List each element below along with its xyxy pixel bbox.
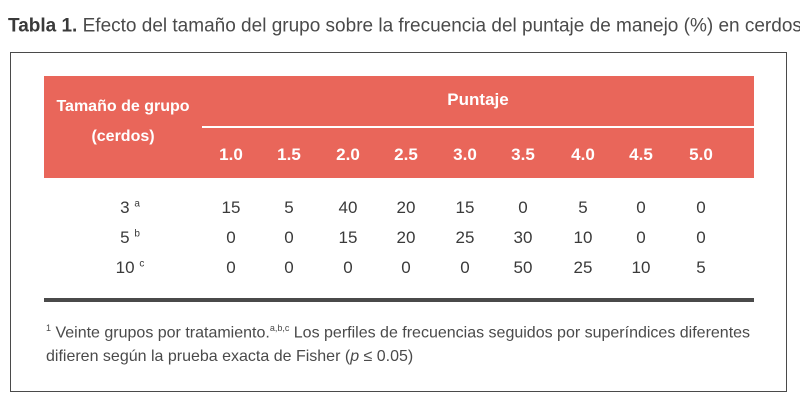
table-footnote: 1 Veinte grupos por tratamiento.a,b,c Lo…	[46, 316, 766, 369]
table-bottom-rule	[44, 298, 754, 302]
caption-label: Tabla 1.	[8, 15, 78, 37]
footnote-text3: ≤ 0.05)	[359, 348, 414, 366]
group-size-header: Tamaño de grupo (cerdos)	[44, 92, 202, 152]
group-size-header-line1: Tamaño de grupo	[56, 98, 190, 115]
footnote-text1: Veinte grupos por tratamiento.	[51, 324, 270, 342]
footnote-sup2: a,b,c	[269, 323, 290, 333]
caption-text: Efecto del tamaño del grupo sobre la fre…	[82, 15, 800, 37]
table-caption: Tabla 1. Efecto del tamaño del grupo sob…	[8, 8, 800, 39]
footnote-sup1: 1	[46, 323, 52, 333]
table-frame	[10, 52, 787, 392]
footnote-text2: Los perfiles de frecuencias seguidos por…	[46, 324, 751, 366]
score-header: Puntaje	[447, 90, 509, 109]
table-header: Tamaño de grupo (cerdos) Puntaje	[44, 76, 754, 178]
group-size-header-line2: (cerdos)	[91, 128, 155, 145]
header-divider	[202, 126, 754, 128]
footnote-p: p	[350, 348, 360, 366]
